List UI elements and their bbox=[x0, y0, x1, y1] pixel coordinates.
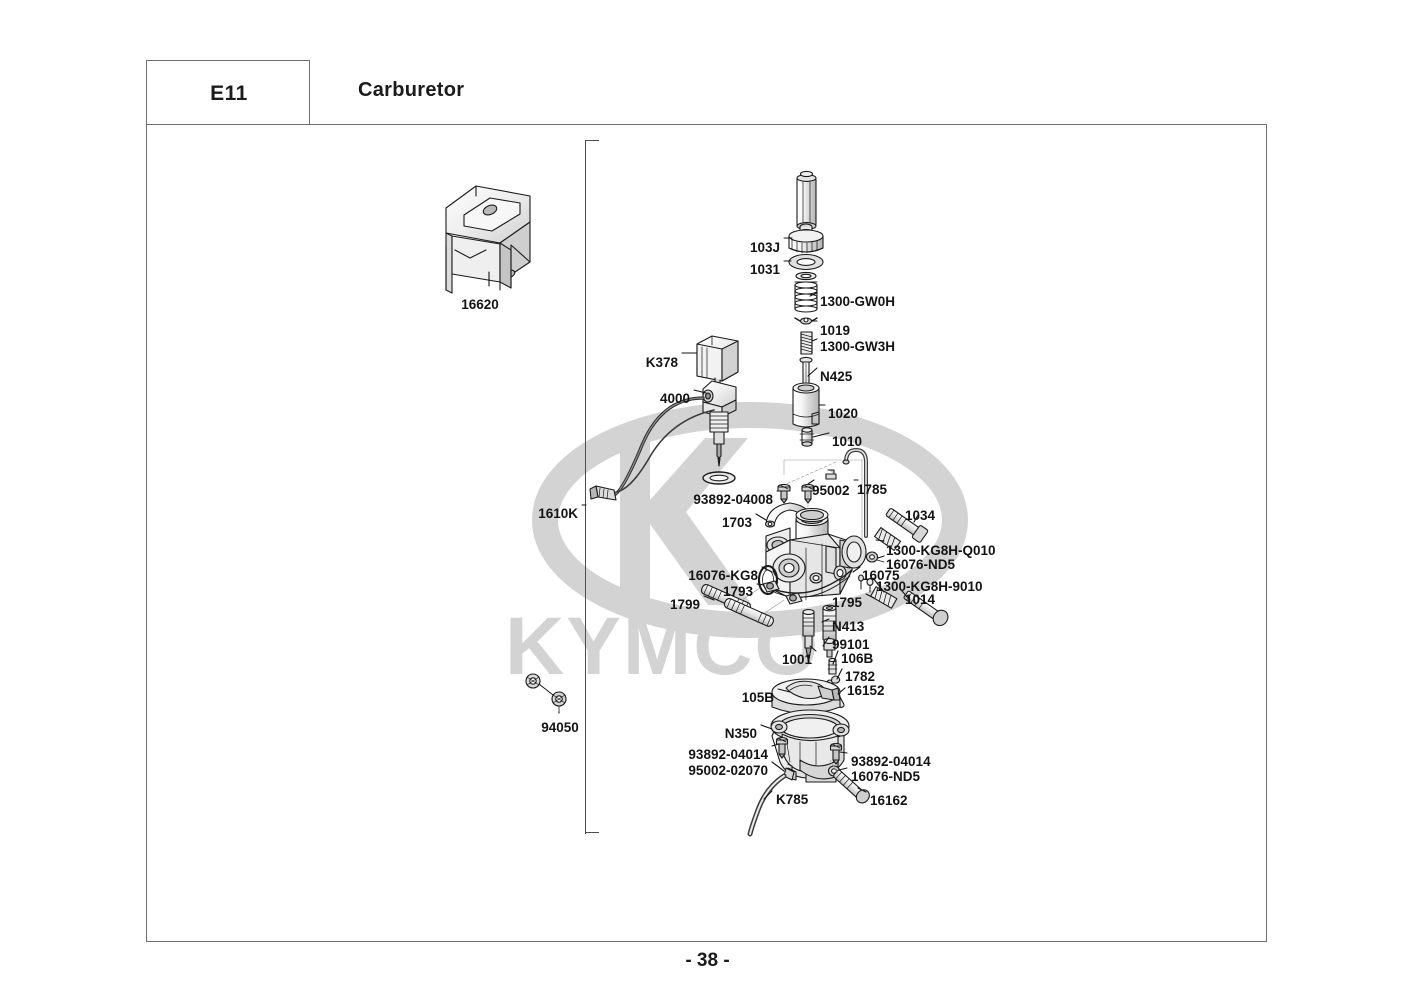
part-label-nut: 94050 bbox=[541, 720, 579, 735]
divider-tick-bottom bbox=[585, 832, 599, 833]
part-label-drain-hose: 1785 bbox=[857, 482, 888, 497]
section-code: E11 bbox=[210, 81, 248, 105]
part-top-cap bbox=[796, 170, 817, 230]
part-105B-float bbox=[771, 678, 841, 714]
part-label-bracket: 16620 bbox=[461, 297, 499, 312]
part-label-cover: K378 bbox=[645, 355, 678, 370]
part-label-float-clip: 1782 bbox=[845, 669, 876, 684]
part-label-float-chamber: N350 bbox=[724, 726, 757, 741]
part-label-small-spring: 1300-GW3H bbox=[820, 339, 896, 354]
part-label-idle-screw: 1014 bbox=[905, 592, 936, 607]
part-label-hose-clamp: 95002-02070 bbox=[688, 763, 768, 778]
part-label-main-jet: N413 bbox=[832, 619, 865, 634]
part-label-float: 105B bbox=[741, 690, 774, 705]
part-93892-04014-right bbox=[829, 743, 843, 765]
part-label-needle-clip: 1019 bbox=[820, 323, 851, 338]
part-label-throttle-valve-spring: 1300-GW0H bbox=[820, 294, 896, 309]
part-washer-small bbox=[795, 271, 817, 281]
part-1031 bbox=[788, 253, 824, 271]
part-label-o-ring: 1031 bbox=[749, 262, 780, 277]
part-N350-float-chamber bbox=[770, 709, 850, 783]
part-103J bbox=[788, 223, 824, 254]
part-label-drain-o-ring: 16076-ND5 bbox=[851, 769, 921, 784]
part-106B-valve-seat bbox=[827, 657, 838, 675]
part-1300-GW3H-spring bbox=[800, 331, 813, 355]
part-K785-hose bbox=[747, 773, 787, 837]
part-label-slow-jet: 99101 bbox=[832, 637, 870, 652]
part-1020-valve bbox=[792, 382, 820, 428]
part-95002-02070-clamp bbox=[783, 763, 795, 781]
part-label-spring: 1300-KG8H-Q010 bbox=[886, 543, 996, 558]
part-label-valve-seat: 106B bbox=[841, 651, 874, 666]
page-title: Carburetor bbox=[358, 79, 465, 101]
part-label-adjusting-screw: 1034 bbox=[904, 508, 936, 523]
part-label-needle-jet: 1010 bbox=[832, 434, 863, 449]
part-16162-drain-screw bbox=[829, 759, 870, 804]
part-1300-GW0H-spring bbox=[794, 281, 818, 313]
part-label-float-pin-shaft: 16152 bbox=[847, 683, 885, 698]
part-label-insulator-plate: 1793 bbox=[722, 584, 753, 599]
part-94050-nut bbox=[525, 673, 567, 714]
part-95002-clamp bbox=[825, 469, 837, 480]
part-K378-cover bbox=[696, 335, 739, 387]
part-label-drain-screw: 16162 bbox=[870, 793, 908, 808]
part-label-top-cap-nut: 103J bbox=[749, 240, 780, 255]
part-label-washer: 1795 bbox=[831, 595, 862, 610]
part-label-body-o-ring: 16076-KG8 bbox=[688, 568, 758, 583]
part-label-screw: 93892-04008 bbox=[693, 492, 773, 507]
part-label-jet-needle: N425 bbox=[820, 369, 853, 384]
header-divider bbox=[146, 123, 1267, 125]
footer-divider bbox=[146, 941, 1267, 942]
part-label-needle-valve: 1001 bbox=[781, 652, 812, 667]
part-16620-bracket bbox=[445, 185, 531, 294]
part-choke-oring bbox=[702, 471, 736, 485]
divider-tick-top bbox=[585, 140, 599, 141]
part-label-overflow-hose: K785 bbox=[776, 792, 809, 807]
part-93892-04014-left bbox=[775, 737, 789, 759]
part-label-clamp: 95002 bbox=[812, 483, 850, 498]
part-label-stud-bolt: 1799 bbox=[669, 597, 700, 612]
part-99101-slow-jet bbox=[823, 638, 836, 658]
part-label-retaining-clip: 1703 bbox=[721, 515, 752, 530]
part-label-bowl-screw-right: 93892-04014 bbox=[851, 754, 931, 769]
part-label-throttle-valve: 1020 bbox=[828, 406, 859, 421]
section-code-box: E11 bbox=[146, 60, 310, 125]
part-carburetor-body bbox=[765, 507, 867, 601]
part-label-bowl-screw-left: 93892-04014 bbox=[688, 747, 768, 762]
part-1010-jet bbox=[799, 427, 815, 447]
page-number: - 38 - bbox=[685, 950, 730, 971]
part-label-fuel-cock-cable: 1610K bbox=[538, 506, 578, 521]
part-label-auto-choke: 4000 bbox=[659, 391, 690, 406]
